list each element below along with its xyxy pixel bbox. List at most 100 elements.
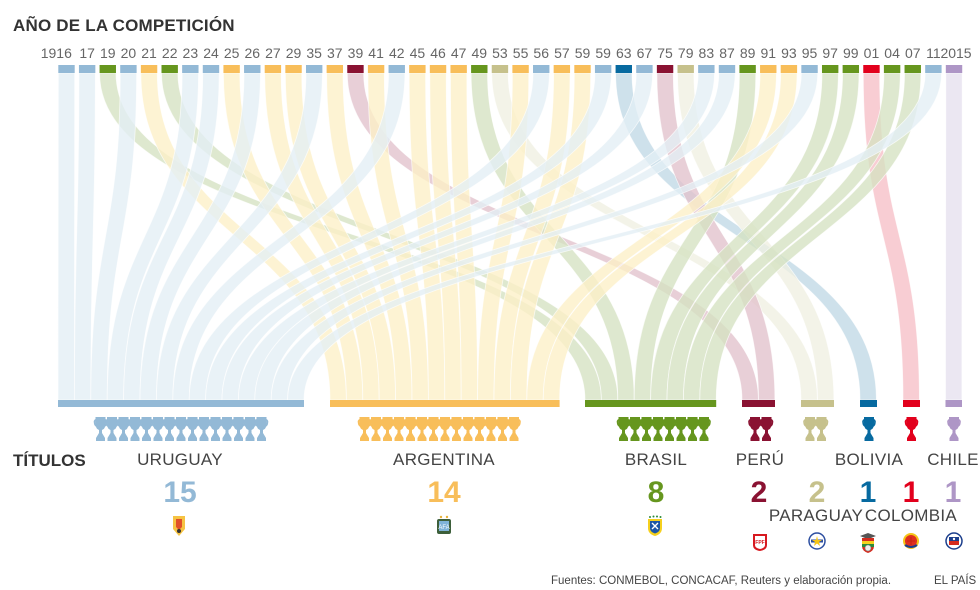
year-box-83	[698, 65, 715, 73]
country-name-chile: CHILE	[927, 450, 979, 469]
trophy-icon-brasil	[685, 417, 700, 441]
year-box-49	[471, 65, 488, 73]
year-box-22	[161, 65, 178, 73]
trophy-icon-bolivia	[862, 417, 876, 441]
flows-layer	[57, 72, 963, 401]
year-box-19	[99, 65, 116, 73]
year-label: 57	[554, 45, 570, 61]
year-box-04	[883, 65, 901, 73]
country-name-colombia: COLOMBIA	[864, 506, 958, 525]
title-count-colombia: 1	[902, 476, 920, 509]
year-box-97	[821, 65, 839, 73]
year-box-59	[594, 65, 612, 73]
trophy-icon-brasil	[651, 417, 665, 441]
trophy-icon-brasil	[628, 417, 642, 441]
year-label: 59	[575, 45, 591, 61]
trophy-icon-uruguay	[105, 417, 119, 441]
trophy-icon-chile	[947, 417, 961, 441]
chart-title: AÑO DE LA COMPETICIÓN	[13, 16, 235, 35]
year-box-67	[636, 65, 653, 73]
trophy-icon-argentina	[461, 417, 475, 441]
year-label: 99	[843, 45, 859, 61]
year-box-11	[925, 65, 942, 73]
country-name-brasil: BRASIL	[624, 450, 688, 469]
year-box-99	[842, 65, 860, 73]
title-count-brasil: 8	[647, 476, 665, 509]
year-label: 42	[389, 45, 405, 61]
year-label: 25	[224, 45, 240, 61]
trophy-icon-argentina	[495, 417, 510, 441]
year-box-24	[202, 65, 220, 73]
year-box-2015	[945, 65, 963, 73]
year-box-46	[429, 65, 447, 73]
svg-text:AFA: AFA	[438, 525, 449, 531]
year-box-39	[347, 65, 364, 73]
year-label: 91	[760, 45, 776, 61]
country-bar-uruguay	[58, 400, 304, 407]
year-label: 29	[286, 45, 302, 61]
year-label: 04	[884, 45, 900, 61]
trophy-icon-uruguay	[174, 417, 188, 441]
year-label: 89	[740, 45, 756, 61]
trophy-icon-uruguay	[231, 417, 246, 441]
title-count-paraguay: 2	[808, 476, 826, 509]
year-label: 67	[637, 45, 653, 61]
year-label: 97	[822, 45, 838, 61]
year-label: 39	[348, 45, 364, 61]
year-box-17	[78, 65, 96, 73]
year-label: 35	[306, 45, 322, 61]
bolivia-crest-icon	[859, 532, 877, 553]
sources-footer: Fuentes: CONMEBOL, CONCACAF, Reuters y e…	[551, 575, 892, 587]
year-box-47	[450, 65, 467, 73]
trophy-icon-paraguay	[814, 417, 829, 441]
year-label: 23	[183, 45, 199, 61]
trophy-icon-brasil	[674, 417, 688, 441]
paraguay-crest-icon	[808, 532, 826, 550]
trophy-icon-uruguay	[162, 417, 177, 441]
flow-uruguay-1916	[57, 72, 76, 401]
year-box-56	[533, 65, 550, 73]
trophy-icon-argentina	[369, 417, 383, 441]
colombia-crest-icon	[902, 532, 920, 550]
year-label: 22	[162, 45, 178, 61]
country-bar-paraguay	[801, 400, 834, 407]
trophy-icon-peru	[759, 417, 774, 441]
year-box-1916	[58, 65, 75, 73]
year-box-23	[182, 65, 199, 73]
trophy-icon-paraguay	[803, 417, 817, 441]
trophy-icon-peru	[748, 417, 762, 441]
country-bar-brasil	[585, 400, 717, 407]
year-label: 11	[926, 45, 941, 61]
trophy-icon-argentina	[438, 417, 452, 441]
trophy-icon-uruguay	[208, 417, 223, 441]
year-box-29	[285, 65, 302, 73]
year-box-41	[367, 65, 385, 73]
year-label: 27	[265, 45, 281, 61]
titles-heading: TÍTULOS	[13, 451, 86, 470]
country-bar-argentina	[330, 400, 560, 407]
year-label: 24	[203, 45, 219, 61]
trophy-icon-uruguay	[151, 417, 165, 441]
trophy-icon-argentina	[392, 417, 406, 441]
year-label: 49	[472, 45, 488, 61]
year-label: 41	[368, 45, 384, 61]
title-count-bolivia: 1	[859, 476, 877, 509]
year-label: 2015	[940, 45, 971, 61]
year-label: 01	[864, 45, 880, 61]
year-label: 83	[699, 45, 715, 61]
trophy-icon-argentina	[380, 417, 395, 441]
country-bars-layer	[58, 400, 962, 407]
trophy-icon-brasil	[639, 417, 654, 441]
trophy-icon-argentina	[472, 417, 487, 441]
year-box-35	[305, 65, 323, 73]
trophy-icon-brasil	[662, 417, 677, 441]
year-box-57	[553, 65, 571, 73]
year-box-75	[656, 65, 674, 73]
year-box-93	[780, 65, 798, 73]
year-box-20	[120, 65, 137, 73]
country-bar-peru	[742, 400, 775, 407]
year-label: 19	[100, 45, 116, 61]
trophy-icon-uruguay	[139, 417, 154, 441]
year-box-59	[574, 65, 591, 73]
uruguay-crest-icon	[170, 515, 188, 536]
